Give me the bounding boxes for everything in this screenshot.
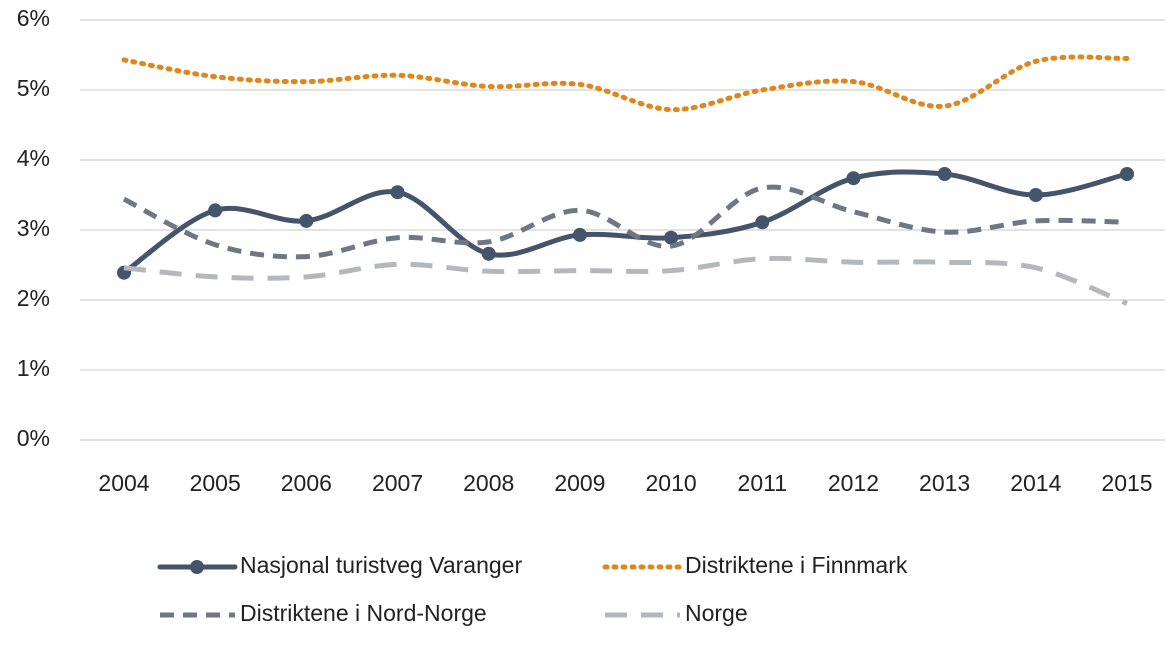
series-line — [123, 255, 1128, 306]
point — [208, 203, 223, 218]
y-tick-label: 3% — [17, 215, 50, 241]
series-line — [121, 54, 1130, 113]
x-tick-label: 2007 — [372, 470, 423, 496]
x-tick-label: 2009 — [554, 470, 605, 496]
point — [1120, 167, 1134, 181]
x-tick-label: 2014 — [1010, 470, 1061, 496]
y-tick-label: 1% — [17, 355, 50, 381]
legend-label: Distriktene i Finnmark — [685, 552, 908, 578]
x-tick-label: 2005 — [190, 470, 241, 496]
point — [846, 171, 861, 186]
legend-label: Norge — [685, 600, 748, 626]
point — [755, 215, 770, 230]
point — [299, 213, 314, 228]
x-tick-label: 2010 — [646, 470, 697, 496]
x-tick-label: 2006 — [281, 470, 332, 496]
legend-label: Distriktene i Nord-Norge — [240, 600, 487, 626]
y-tick-label: 4% — [17, 145, 50, 171]
series-line — [122, 184, 1128, 260]
legend-marker — [190, 560, 204, 574]
point — [1028, 188, 1043, 202]
legend-label: Nasjonal turistveg Varanger — [240, 552, 522, 578]
x-tick-label: 2008 — [463, 470, 514, 496]
x-tick-label: 2013 — [919, 470, 970, 496]
y-tick-label: 2% — [17, 285, 50, 311]
y-tick-label: 6% — [17, 5, 50, 31]
point — [390, 185, 405, 200]
x-tick-label: 2011 — [738, 470, 787, 496]
point — [937, 167, 952, 181]
x-tick-label: 2012 — [828, 470, 879, 496]
y-tick-label: 5% — [17, 75, 50, 101]
y-tick-label: 0% — [17, 425, 50, 451]
x-tick-label: 2015 — [1101, 470, 1152, 496]
point — [481, 246, 496, 261]
point — [664, 230, 679, 245]
point — [572, 227, 587, 242]
x-tick-label: 2004 — [98, 470, 149, 496]
